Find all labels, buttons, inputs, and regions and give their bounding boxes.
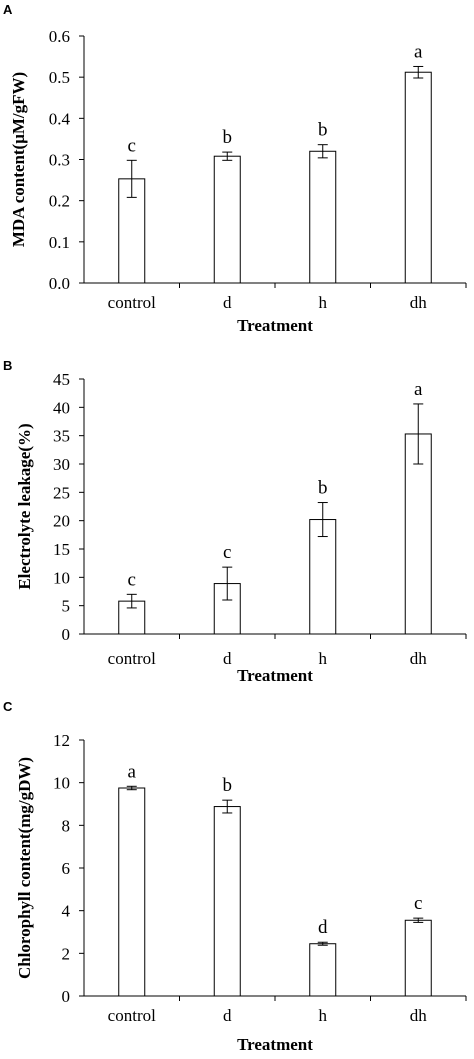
- y-tick-label: 0.6: [49, 27, 70, 46]
- bar: [213, 155, 241, 284]
- chart-panel-a: A MDA content(μM/gFW) Treatment 0.00.10.…: [3, 2, 467, 335]
- y-tick-label: 5: [62, 597, 71, 616]
- y-tick-label: 0.1: [49, 233, 70, 252]
- x-tick-label: dh: [410, 293, 428, 312]
- y-tick-label: 10: [53, 774, 70, 793]
- significance-label: b: [223, 127, 233, 148]
- y-tick-label: 4: [62, 902, 71, 921]
- x-tick-label: control: [108, 1006, 156, 1025]
- y-tick-label: 0.0: [49, 274, 70, 293]
- x-axis-label: Treatment: [237, 666, 313, 685]
- y-tick-label: 6: [62, 859, 71, 878]
- significance-label: b: [223, 775, 233, 796]
- chart-panel-b: B Electrolyte leakage(%) Treatment 0 5 10 1…: [3, 358, 467, 685]
- significance-label: b: [318, 478, 328, 499]
- bar: [404, 71, 432, 284]
- x-tick-label: h: [319, 649, 328, 668]
- y-tick-label: 30: [53, 455, 70, 474]
- x-tick-label: h: [319, 293, 328, 312]
- x-tick-label: d: [223, 649, 232, 668]
- y-tick-label: 40: [53, 398, 70, 417]
- y-tick-label: 12: [53, 731, 70, 750]
- significance-label: c: [128, 135, 136, 156]
- panel-label: C: [3, 699, 13, 714]
- bar: [309, 943, 337, 997]
- significance-label: a: [128, 761, 137, 782]
- y-tick-label: 20: [53, 512, 70, 531]
- bar: [118, 787, 146, 997]
- significance-label: c: [223, 542, 231, 563]
- y-axis-label: Electrolyte leakage(%): [15, 423, 34, 589]
- chart-marks: 0 5 10 15 20 25 30 35 40 45 c control c d b h a dh: [53, 370, 467, 668]
- x-tick-label: h: [319, 1006, 328, 1025]
- chart-panel-c: C Chlorophyll content(mg/gDW) Treatment …: [3, 699, 467, 1054]
- y-tick-label: 10: [53, 568, 70, 587]
- bar: [309, 150, 337, 284]
- y-tick-label: 0.4: [49, 109, 71, 128]
- y-tick-label: 0: [62, 625, 71, 644]
- bar: [309, 519, 337, 635]
- x-tick-label: dh: [410, 649, 428, 668]
- y-tick-label: 25: [53, 483, 70, 502]
- y-tick-label: 45: [53, 370, 70, 389]
- bar: [213, 806, 241, 997]
- x-tick-label: control: [108, 293, 156, 312]
- bar: [404, 919, 432, 997]
- significance-label: a: [414, 379, 423, 400]
- y-tick-label: 0.2: [49, 192, 70, 211]
- x-tick-label: d: [223, 1006, 232, 1025]
- x-tick-label: dh: [410, 1006, 428, 1025]
- significance-label: b: [318, 120, 328, 141]
- chart-marks: 0.0 0.1 0.2 0.3 0.4 0.5 0.6 c control b d b h a dh: [49, 27, 467, 312]
- y-tick-label: 8: [62, 816, 71, 835]
- y-tick-label: 35: [53, 427, 70, 446]
- y-tick-label: 15: [53, 540, 70, 559]
- y-tick-label: 0: [62, 987, 71, 1006]
- x-axis-label: Treatment: [237, 1035, 313, 1054]
- significance-label: a: [414, 41, 423, 62]
- significance-label: d: [318, 917, 328, 938]
- significance-label: c: [128, 569, 136, 590]
- y-axis-label: Chlorophyll content(mg/gDW): [15, 757, 34, 979]
- x-axis-label: Treatment: [237, 316, 313, 335]
- y-tick-label: 2: [62, 944, 71, 963]
- x-tick-label: d: [223, 293, 232, 312]
- y-axis-label: MDA content(μM/gFW): [9, 72, 28, 247]
- x-tick-label: control: [108, 649, 156, 668]
- y-tick-label: 0.5: [49, 68, 70, 87]
- y-tick-label: 0.3: [49, 151, 70, 170]
- panel-label: A: [3, 2, 13, 17]
- significance-label: c: [414, 893, 422, 914]
- panel-label: B: [3, 358, 12, 373]
